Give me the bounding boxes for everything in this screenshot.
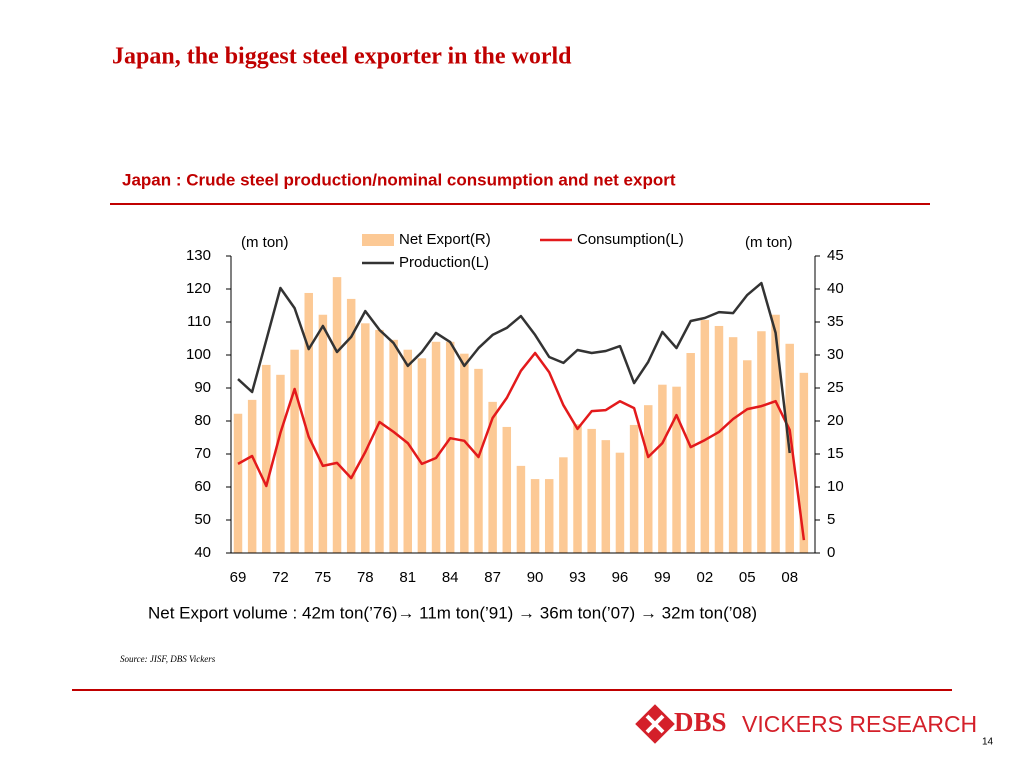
bar [615,452,625,553]
bar [290,349,299,553]
bar [318,314,328,553]
bar [587,428,596,553]
y2-tick-label: 40 [827,280,844,297]
x-tick-label: 96 [612,569,629,586]
x-tick-label: 75 [315,569,332,586]
y-tick-label: 130 [186,247,211,264]
x-tick-label: 87 [484,569,501,586]
bar [474,368,483,553]
bar [460,353,469,553]
y2-tick-label: 20 [827,412,844,429]
x-tick-label: 69 [230,569,247,586]
y-tick-label: 50 [194,511,211,528]
bar [502,426,512,553]
y2-tick-label: 45 [827,247,844,264]
legend-swatch [362,234,394,246]
y-tick-label: 110 [187,313,211,330]
bar [530,479,540,553]
logo-cross [645,714,665,734]
y2-tick-label: 30 [827,346,844,363]
bar [771,314,780,553]
legend-label: Net Export(R) [399,231,491,248]
bar [276,374,285,553]
y2-tick-label: 0 [827,544,835,561]
bar [431,341,441,553]
bar [346,298,356,553]
x-tick-label: 90 [527,569,544,586]
bar [799,372,809,553]
x-tick-label: 02 [696,569,713,586]
bar [658,384,667,553]
bar [559,457,568,553]
y-tick-label: 40 [194,544,211,561]
y-axis-label: (m ton) [241,234,289,251]
y-tick-label: 120 [186,280,211,297]
bar [389,339,398,553]
x-tick-label: 84 [442,569,459,586]
y2-tick-label: 25 [827,379,844,396]
logo: DBS VICKERS RESEARCH [635,704,977,744]
y-tick-label: 60 [194,478,211,495]
logo-text: VICKERS RESEARCH [742,711,977,737]
bar [417,358,427,553]
bar [516,465,526,553]
bar [728,337,738,553]
x-tick-label: 72 [272,569,289,586]
line [237,281,791,454]
bar [629,424,639,553]
bar [743,360,752,553]
y-tick-label: 70 [194,445,211,462]
bar [644,405,653,553]
bar [247,399,257,553]
note: Net Export volume : 42m ton(’76)→ 11m to… [148,603,757,622]
bar [672,386,681,553]
x-tick-label: 78 [357,569,374,586]
bar [332,277,342,553]
y-tick-label: 90 [194,379,211,396]
bar [700,320,710,553]
x-tick-label: 99 [654,569,671,586]
y2-tick-label: 5 [827,511,835,528]
y2-axis-label: (m ton) [745,234,793,251]
x-tick-label: 93 [569,569,586,586]
bar [686,353,695,553]
chart-title: Japan : Crude steel production/nominal c… [122,170,676,189]
line [237,351,806,541]
y2-tick-label: 15 [827,445,844,462]
legend-label: Consumption(L) [577,231,684,248]
bar [544,479,554,553]
bar [233,413,243,553]
bar [304,292,313,553]
y-tick-label: 80 [194,412,211,429]
legend-label: Production(L) [399,254,489,271]
page-number: 14 [982,737,994,748]
bar [573,424,582,553]
y2-tick-label: 10 [827,478,844,495]
bar [714,325,724,553]
bar [757,331,766,553]
slide-title: Japan, the biggest steel exporter in the… [112,44,572,70]
bar [375,329,384,553]
x-tick-label: 08 [781,569,798,586]
x-tick-label: 05 [739,569,756,586]
bar [488,401,497,553]
bar [403,349,412,553]
bar [601,440,611,553]
logo-brand: DBS [674,707,727,737]
source: Source: JISF, DBS Vickers [120,654,216,664]
bar [262,364,271,553]
x-tick-label: 81 [399,569,416,586]
bar [445,341,455,553]
y2-tick-label: 35 [827,313,844,330]
y-tick-label: 100 [186,346,211,363]
bar [361,323,370,553]
